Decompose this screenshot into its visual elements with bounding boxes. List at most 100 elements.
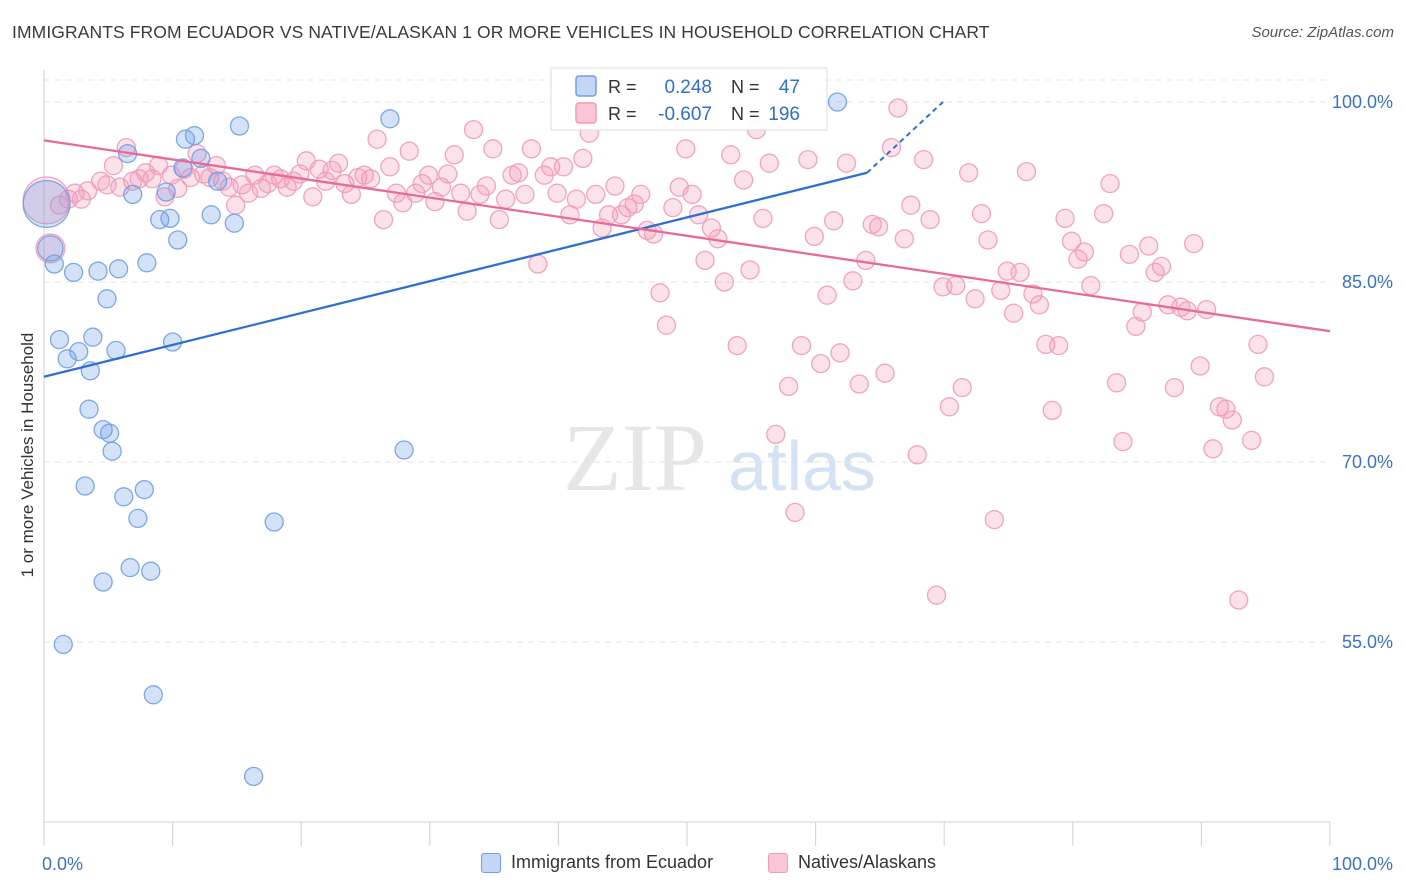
point-ecuador	[93, 572, 113, 592]
point-natives	[881, 137, 902, 158]
legend-swatch-natives	[575, 102, 597, 124]
point-natives	[380, 157, 400, 177]
legend-swatch-ecuador-bottom	[481, 852, 501, 873]
point-natives	[1184, 233, 1204, 254]
point-natives	[1119, 244, 1140, 265]
point-ecuador	[44, 254, 64, 274]
point-natives	[727, 335, 747, 356]
point-ecuador	[224, 213, 244, 233]
point-natives	[766, 424, 786, 445]
point-natives	[1203, 439, 1223, 459]
point-ecuador	[22, 179, 71, 229]
point-natives	[1061, 231, 1082, 251]
point-natives	[103, 155, 124, 176]
trend-line-ecuador	[43, 171, 868, 378]
legend-n-label-natives: N =	[731, 104, 760, 124]
point-natives	[978, 230, 998, 250]
point-natives	[322, 160, 342, 181]
point-natives	[971, 203, 992, 224]
point-natives	[605, 176, 625, 196]
point-natives	[946, 275, 966, 296]
point-natives	[830, 343, 850, 363]
point-ecuador	[75, 476, 95, 496]
point-natives	[515, 184, 535, 205]
point-natives	[1222, 410, 1242, 430]
point-natives	[901, 195, 921, 215]
legend-r-value-ecuador: 0.248	[664, 77, 712, 98]
point-natives	[328, 153, 349, 173]
point-natives	[1241, 430, 1262, 451]
point-ecuador	[137, 253, 157, 273]
point-natives	[489, 209, 509, 230]
point-natives	[1248, 334, 1268, 355]
y-tick-label: 55.0%	[1342, 632, 1393, 652]
point-ecuador	[102, 441, 122, 461]
x-tick-label-min: 0.0%	[42, 854, 83, 874]
legend-r-label-natives: R =	[608, 104, 637, 124]
legend-item-ecuador[interactable]: Immigrants from Ecuador	[481, 852, 713, 873]
point-ecuador	[99, 423, 120, 443]
watermark-zip: ZIP	[563, 404, 707, 511]
point-natives	[791, 335, 812, 356]
point-ecuador	[143, 685, 163, 705]
point-natives	[418, 165, 439, 185]
point-ecuador	[229, 116, 250, 136]
point-ecuador	[173, 158, 193, 178]
legend-n-value-ecuador: 47	[779, 77, 800, 98]
point-natives	[1029, 295, 1050, 315]
point-natives	[1081, 275, 1101, 296]
legend-item-natives[interactable]: Natives/Alaskans	[768, 852, 936, 873]
point-natives	[168, 178, 188, 199]
point-natives	[1151, 256, 1172, 277]
point-natives	[682, 184, 702, 205]
point-ecuador	[108, 259, 129, 279]
point-ecuador	[201, 205, 221, 225]
point-natives	[740, 260, 760, 280]
point-natives	[1164, 377, 1185, 398]
point-ecuador	[168, 230, 188, 250]
point-natives	[463, 119, 484, 140]
point-natives	[1023, 284, 1043, 304]
point-natives	[894, 229, 914, 249]
x-tick-label-max: 100.0%	[1332, 854, 1393, 874]
point-natives	[676, 139, 696, 159]
point-natives	[451, 183, 471, 203]
point-natives	[521, 139, 542, 159]
point-natives	[1196, 299, 1217, 320]
point-natives	[843, 271, 863, 291]
point-natives	[367, 129, 387, 149]
point-natives	[1010, 262, 1030, 283]
point-ecuador	[264, 512, 284, 532]
point-natives	[476, 176, 497, 196]
point-ecuador	[114, 487, 134, 507]
point-ecuador	[207, 171, 228, 191]
point-natives	[1132, 302, 1152, 322]
point-natives	[952, 377, 972, 398]
point-ecuador	[162, 332, 183, 352]
point-ecuador	[827, 92, 848, 112]
point-natives	[759, 153, 779, 173]
point-natives	[341, 184, 362, 205]
point-ecuador	[123, 184, 143, 205]
point-natives	[553, 157, 574, 177]
point-natives	[650, 283, 670, 303]
point-natives	[785, 502, 805, 523]
chart-source: Source: ZipAtlas.com	[1251, 24, 1394, 41]
point-natives	[1113, 431, 1133, 452]
point-natives	[586, 184, 606, 205]
stats-legend: R = 0.248 N = 47 R = -0.607 N = 196	[550, 67, 828, 131]
point-natives	[1139, 236, 1159, 256]
legend-r-value-natives: -0.607	[658, 104, 712, 125]
point-natives	[1106, 373, 1127, 393]
grid-lines	[44, 79, 1330, 643]
point-natives	[1100, 173, 1120, 194]
point-natives	[624, 194, 644, 214]
point-natives	[566, 189, 587, 209]
point-natives	[663, 197, 683, 218]
legend-swatch-ecuador	[575, 75, 597, 97]
point-natives	[496, 189, 516, 209]
series-legend: Immigrants from Ecuador Natives/Alaskans	[0, 852, 1406, 878]
point-natives	[984, 509, 1005, 530]
point-natives	[438, 164, 458, 184]
